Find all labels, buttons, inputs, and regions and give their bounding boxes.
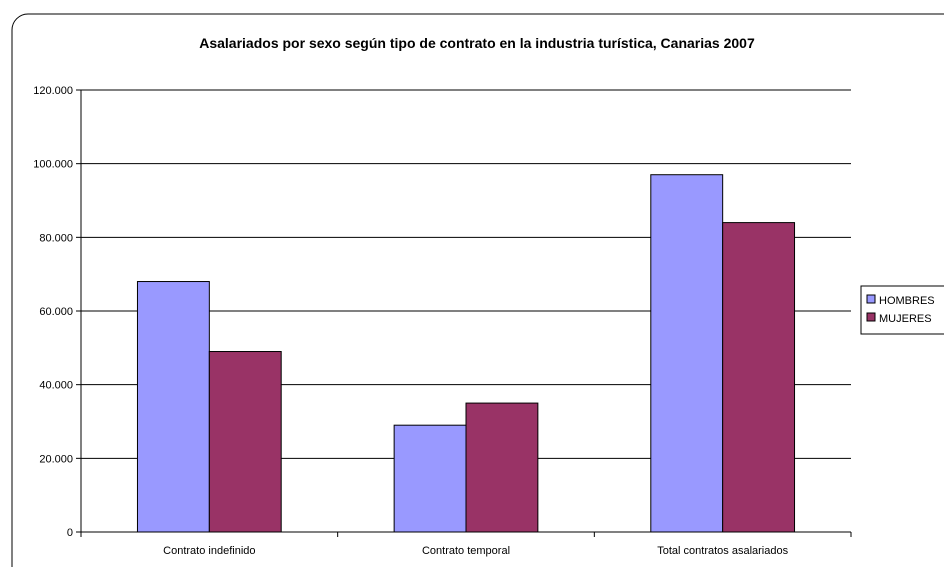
y-tick-label: 80.000 — [39, 232, 73, 244]
y-tick-label: 20.000 — [39, 453, 73, 465]
x-tick-label: Contrato indefinido — [163, 545, 255, 557]
y-tick-label: 60.000 — [39, 306, 73, 318]
chart-title: Asalariados por sexo según tipo de contr… — [199, 35, 755, 51]
plot-area: 0 20.000 40.000 60.000 80.000 100.000 120.000 C… — [33, 85, 852, 557]
bar-mujeres — [465, 402, 539, 533]
legend-swatch — [866, 294, 876, 304]
bar-mujeres — [208, 351, 282, 533]
legend-label: MUJERES — [879, 313, 932, 325]
bar-hombres — [650, 174, 724, 533]
legend-box — [860, 285, 944, 335]
legend: HOMBRES MUJERES — [860, 285, 944, 335]
legend-label: HOMBRES — [879, 295, 935, 307]
bar-hombres — [136, 281, 210, 533]
y-tick-label: 40.000 — [39, 380, 73, 392]
x-tick-label: Contrato temporal — [422, 545, 510, 557]
legend-swatch — [866, 312, 876, 322]
y-tick-label: 0 — [67, 527, 73, 539]
bar-mujeres — [722, 222, 796, 533]
y-tick-label: 100.000 — [33, 159, 73, 171]
bar-hombres — [393, 424, 467, 533]
x-tick-label: Total contratos asalariados — [657, 545, 788, 557]
y-tick-label: 120.000 — [33, 85, 73, 97]
